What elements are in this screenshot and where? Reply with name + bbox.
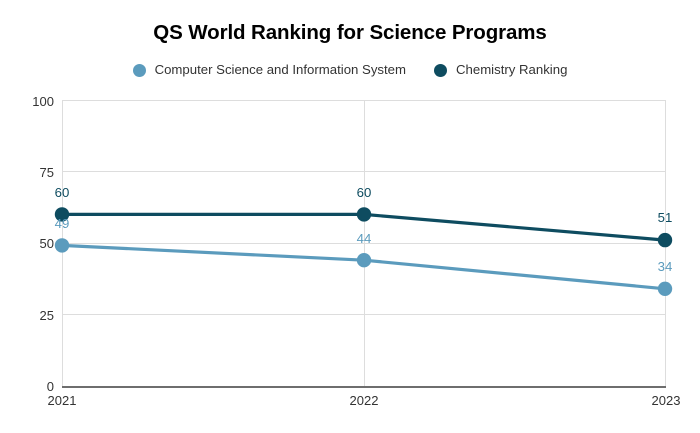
x-axis-tick-2021: 2021	[47, 393, 77, 408]
data-label-cs-2022: 44	[356, 231, 372, 246]
legend-marker-icon-chemistry	[434, 63, 447, 77]
y-axis-tick-25: 25	[39, 308, 54, 323]
chart-legend: Computer Science and Information System …	[0, 63, 700, 77]
plot-area: 60 60 51 49 44 34	[55, 100, 672, 388]
x-axis-tick-2022: 2022	[349, 393, 379, 408]
y-axis-tick-75: 75	[39, 165, 54, 180]
data-label-chem-2022: 60	[356, 185, 372, 200]
legend-item-computer-science[interactable]: Computer Science and Information System	[132, 62, 406, 77]
data-label-chem-2023: 51	[657, 210, 673, 225]
x-axis-line	[62, 386, 666, 388]
vgridline-2023	[665, 100, 666, 386]
vgridline-2021	[62, 100, 63, 386]
legend-marker-icon-computer-science	[132, 63, 146, 77]
y-axis-tick-0: 0	[46, 379, 54, 394]
data-label-chem-2021: 60	[54, 185, 70, 200]
legend-label-chemistry: Chemistry Ranking	[456, 62, 568, 77]
vgridline-2022	[364, 100, 365, 386]
legend-item-chemistry[interactable]: Chemistry Ranking	[434, 63, 567, 77]
x-axis-tick-2023: 2023	[651, 393, 681, 408]
legend-label-computer-science: Computer Science and Information System	[154, 62, 406, 77]
y-axis-tick-50: 50	[39, 236, 54, 251]
page-title: QS World Ranking for Science Programs	[153, 21, 547, 44]
data-label-cs-2023: 34	[657, 259, 673, 274]
data-label-cs-2021: 49	[54, 216, 70, 231]
y-axis-tick-100: 100	[32, 94, 54, 109]
